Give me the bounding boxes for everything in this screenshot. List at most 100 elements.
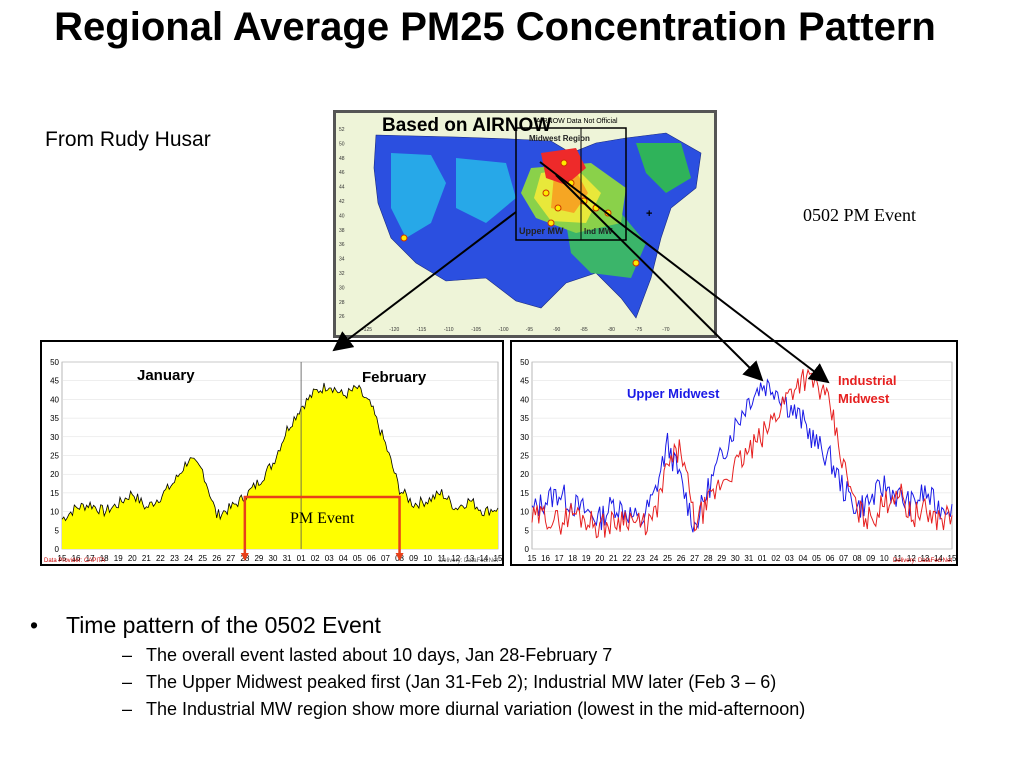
- event-marker: +: [646, 208, 652, 220]
- map-lat-tick: 48: [339, 156, 345, 162]
- sub-bullet-list: The overall event lasted about 10 days, …: [66, 645, 1000, 720]
- map-lat-tick: 50: [339, 141, 345, 147]
- y-tick-label: 25: [50, 452, 59, 461]
- x-tick-label: 26: [212, 554, 221, 563]
- map-lon-tick: -120: [389, 327, 399, 333]
- x-tick-label: 11: [894, 554, 903, 563]
- y-tick-label: 40: [50, 395, 59, 404]
- x-tick-label: 21: [142, 554, 151, 563]
- x-tick-label: 31: [744, 554, 753, 563]
- event-label: 0502 PM Event: [803, 205, 917, 225]
- x-tick-label: 15: [494, 554, 502, 563]
- industrial-midwest-legend-line2: Midwest: [838, 391, 890, 406]
- x-tick-label: 06: [826, 554, 835, 563]
- x-tick-label: 24: [649, 554, 658, 563]
- x-tick-label: 09: [866, 554, 875, 563]
- x-tick-label: 12: [907, 554, 916, 563]
- upper-midwest-legend: Upper Midwest: [627, 386, 720, 401]
- upper-mw-label: Upper MW: [519, 226, 564, 236]
- map-lon-tick: -125: [362, 327, 372, 333]
- map-lon-tick: -95: [526, 327, 533, 333]
- map-lat-tick: 28: [339, 300, 345, 306]
- map-header: AIRNOW Data Not Official: [536, 118, 618, 125]
- regional-pm25-chart: 50 45 40 35 30 25 20 15 10 5 0 15 16 17 18 19 20 21 22 23 24…: [510, 340, 958, 566]
- x-tick-label: 09: [409, 554, 418, 563]
- x-tick-label: 15: [528, 554, 537, 563]
- map-lon-tick: -100: [499, 327, 509, 333]
- map-lat-tick: 52: [339, 127, 345, 133]
- pm25-line: [61, 382, 499, 522]
- map-lat-tick: 30: [339, 285, 345, 291]
- slide-title: Regional Average PM25 Concentration Patt…: [54, 5, 936, 49]
- x-tick-label: 17: [86, 554, 95, 563]
- y-tick-label: 50: [50, 358, 59, 367]
- x-tick-label: 29: [254, 554, 263, 563]
- y-tick-label: 35: [50, 414, 59, 423]
- industrial-midwest-series: [531, 368, 953, 539]
- upper-midwest-series: [531, 378, 953, 533]
- y-tick-label: 15: [520, 489, 529, 498]
- y-tick-label: 30: [520, 433, 529, 442]
- x-tick-label: 05: [812, 554, 821, 563]
- x-tick-label: 11: [438, 554, 447, 563]
- map-caption: Based on AIRNOW: [382, 115, 552, 136]
- x-tick-label: 23: [170, 554, 179, 563]
- x-tick-label: 17: [555, 554, 564, 563]
- x-tick-label: 20: [595, 554, 604, 563]
- y-tick-label: 10: [50, 508, 59, 517]
- x-tick-label: 13: [465, 554, 474, 563]
- map-lon-tick: -105: [471, 327, 481, 333]
- x-tick-label: 22: [156, 554, 165, 563]
- x-tick-label: 18: [100, 554, 109, 563]
- x-tick-label: 13: [920, 554, 929, 563]
- data-provider-footer: Data Provider: CAPITA: [44, 558, 105, 564]
- x-tick-label: 12: [451, 554, 460, 563]
- x-tick-label: 02: [771, 554, 780, 563]
- event-start-arrow: [240, 553, 249, 561]
- sub-bullet: The Upper Midwest peaked first (Jan 31-F…: [66, 672, 1000, 693]
- x-tick-label: 21: [609, 554, 618, 563]
- us-pm25-map: AIRNOW Data Not Official Midwest Region …: [336, 113, 714, 335]
- bullet-list: Time pattern of the 0502 Event The overa…: [30, 612, 1000, 720]
- y-tick-label: 5: [525, 526, 530, 535]
- map-lat-tick: 44: [339, 185, 345, 191]
- map-lon-tick: -80: [608, 327, 615, 333]
- bullet-main: Time pattern of the 0502 Event The overa…: [30, 612, 1000, 720]
- x-tick-label: 28: [704, 554, 713, 563]
- ind-mw-label: Ind MW: [584, 227, 613, 236]
- x-tick-label: 06: [367, 554, 376, 563]
- x-tick-label: 16: [72, 554, 81, 563]
- x-tick-label: 24: [184, 554, 193, 563]
- x-tick-label: 19: [114, 554, 123, 563]
- map-lat-tick: 40: [339, 213, 345, 219]
- x-tick-label: 14: [479, 554, 488, 563]
- y-tick-label: 50: [520, 358, 529, 367]
- map-lat-tick: 26: [339, 314, 345, 320]
- pm25-area: [62, 383, 498, 549]
- x-tick-label: 19: [582, 554, 591, 563]
- combined-pm25-chart: 50 45 40 35 30 25 20 15 10 5 0 15 16 17 18 19 20 21 22 23 24…: [40, 340, 504, 566]
- event-end-arrow: [395, 553, 404, 561]
- sub-bullet: The Industrial MW region show more diurn…: [66, 699, 1000, 720]
- x-tick-label: 05: [353, 554, 362, 563]
- x-tick-label: 25: [198, 554, 207, 563]
- y-tick-label: 45: [50, 377, 59, 386]
- map-lat-tick: 32: [339, 271, 345, 277]
- y-tick-label: 5: [55, 526, 60, 535]
- february-heading: February: [362, 369, 427, 386]
- map-lon-tick: -110: [444, 327, 454, 333]
- y-tick-label: 30: [50, 433, 59, 442]
- x-tick-label: 18: [568, 554, 577, 563]
- x-tick-label: 10: [423, 554, 432, 563]
- y-tick-label: 25: [520, 452, 529, 461]
- delivery-footer: Delivery: DataFed.Net: [439, 558, 498, 564]
- x-tick-label: 29: [717, 554, 726, 563]
- y-tick-label: 15: [50, 489, 59, 498]
- map-lat-tick: 34: [339, 257, 345, 263]
- x-tick-label: 26: [677, 554, 686, 563]
- x-tick-label: 20: [128, 554, 137, 563]
- map-lon-tick: -115: [417, 327, 427, 333]
- x-tick-label: 04: [339, 554, 348, 563]
